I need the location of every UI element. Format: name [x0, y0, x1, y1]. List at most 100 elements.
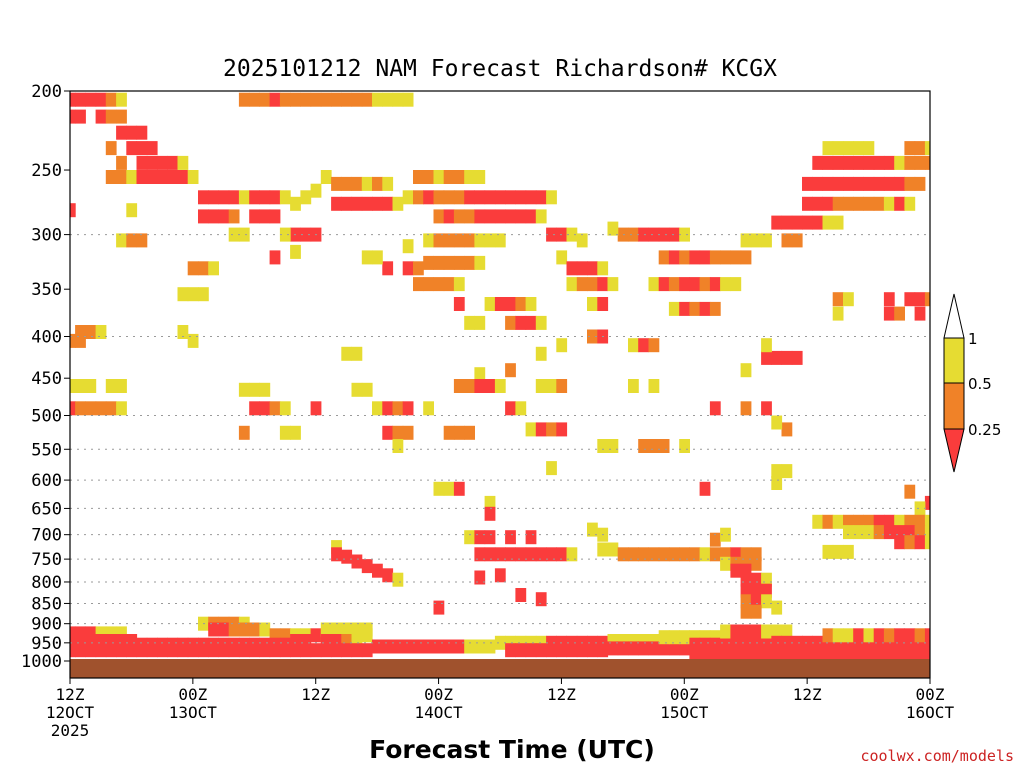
heatmap-cell	[351, 554, 363, 569]
heatmap-cell	[331, 92, 342, 107]
heatmap-cell	[709, 250, 721, 265]
heatmap-cell	[443, 170, 455, 184]
heatmap-cell	[873, 525, 885, 540]
heatmap-cell	[269, 209, 281, 224]
heatmap-cell	[699, 250, 711, 265]
heatmap-cell	[423, 233, 434, 248]
heatmap-cell	[546, 190, 557, 205]
heatmap-cell	[218, 209, 230, 224]
heatmap-cell	[515, 401, 527, 416]
heatmap-cell	[587, 277, 598, 292]
heatmap-cell	[699, 277, 711, 292]
heatmap-cell	[85, 379, 97, 393]
heatmap-cell	[668, 641, 680, 656]
heatmap-cell	[924, 535, 930, 550]
heatmap-cell	[709, 547, 721, 562]
legend-label: 1	[968, 330, 978, 348]
y-tick-label: 200	[31, 82, 62, 102]
site-credit: coolwx.com/models	[860, 747, 1014, 765]
heatmap-cell	[474, 570, 486, 585]
heatmap-cell	[198, 261, 209, 276]
heatmap-cell	[525, 190, 537, 205]
heatmap-cell	[177, 155, 189, 170]
heatmap-cell	[95, 92, 107, 107]
heatmap-cell	[464, 379, 475, 393]
heatmap-cell	[372, 563, 383, 578]
heatmap-cell	[310, 628, 322, 643]
heatmap-cell	[761, 624, 772, 639]
heatmap-cell	[720, 250, 731, 265]
heatmap-cell	[730, 277, 742, 292]
heatmap-cell	[70, 643, 76, 658]
heatmap-cell	[658, 547, 670, 562]
heatmap-cell	[750, 637, 762, 652]
heatmap-cell	[771, 215, 783, 230]
x-tick-label: 00Z	[916, 685, 945, 704]
heatmap-cell	[679, 439, 690, 453]
x-tick-label: 15OCT	[660, 703, 709, 722]
heatmap-cell	[750, 233, 762, 248]
heatmap-cell	[331, 176, 342, 191]
heatmap-cell	[791, 233, 803, 248]
heatmap-cell	[116, 155, 127, 170]
x-tick-label: 12OCT	[46, 703, 95, 722]
heatmap-cell	[771, 415, 783, 430]
heatmap-cell	[535, 635, 547, 650]
heatmap-cell	[453, 190, 465, 205]
heatmap-cell	[679, 547, 690, 562]
y-tick-label: 600	[31, 471, 62, 491]
heatmap-cell	[802, 645, 813, 659]
heatmap-cell	[515, 190, 527, 205]
heatmap-cell	[668, 250, 680, 265]
heatmap-cell	[525, 530, 537, 545]
heatmap-cell	[709, 277, 721, 292]
heatmap-cell	[525, 297, 537, 311]
heatmap-cell	[279, 190, 291, 205]
heatmap-cell	[638, 227, 649, 242]
heatmap-cell	[535, 547, 547, 562]
heatmap-cell	[648, 227, 660, 242]
heatmap-cell	[628, 547, 639, 562]
heatmap-cell	[761, 233, 772, 248]
heatmap-cell	[443, 639, 455, 654]
y-tick-label: 250	[31, 161, 62, 181]
heatmap-cell	[505, 643, 516, 658]
heatmap-cell	[341, 346, 353, 361]
heatmap-cell	[535, 379, 547, 393]
heatmap-cell	[351, 634, 363, 648]
heatmap-cell	[105, 92, 117, 107]
heatmap-cell	[453, 639, 465, 654]
heatmap-cell	[392, 401, 404, 416]
heatmap-cell	[208, 261, 219, 276]
heatmap-cell	[853, 141, 864, 156]
heatmap-cell	[802, 215, 813, 230]
heatmap-cell	[361, 92, 373, 107]
heatmap-cell	[75, 325, 86, 339]
heatmap-cell	[290, 643, 301, 658]
heatmap-cell	[341, 634, 353, 648]
y-tick-label: 750	[31, 550, 62, 570]
heatmap-cell	[730, 547, 742, 562]
heatmap-cell	[535, 592, 547, 607]
y-tick-label: 800	[31, 573, 62, 593]
heatmap-cell	[320, 92, 332, 107]
heatmap-cell	[914, 176, 926, 191]
heatmap-cell	[546, 547, 557, 562]
heatmap-cell	[873, 628, 885, 643]
heatmap-cell	[628, 338, 639, 353]
heatmap-cell	[484, 297, 496, 311]
heatmap-cell	[832, 514, 844, 529]
heatmap-cell	[423, 639, 434, 654]
heatmap-cell	[720, 624, 731, 639]
heatmap-cell	[648, 277, 660, 292]
heatmap-cell	[668, 227, 680, 242]
heatmap-cell	[607, 221, 619, 236]
heatmap-cell	[70, 401, 76, 416]
heatmap-cell	[382, 401, 394, 416]
heatmap-cell	[75, 333, 86, 348]
heatmap-cell	[85, 643, 97, 658]
heatmap-cell	[198, 287, 209, 302]
heatmap-cell	[924, 628, 930, 643]
heatmap-cell	[474, 190, 486, 205]
heatmap-cell	[269, 643, 281, 658]
